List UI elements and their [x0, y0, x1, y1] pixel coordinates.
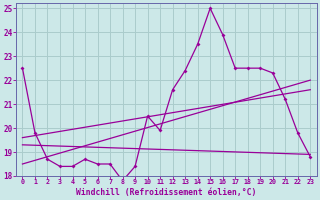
X-axis label: Windchill (Refroidissement éolien,°C): Windchill (Refroidissement éolien,°C) — [76, 188, 257, 197]
